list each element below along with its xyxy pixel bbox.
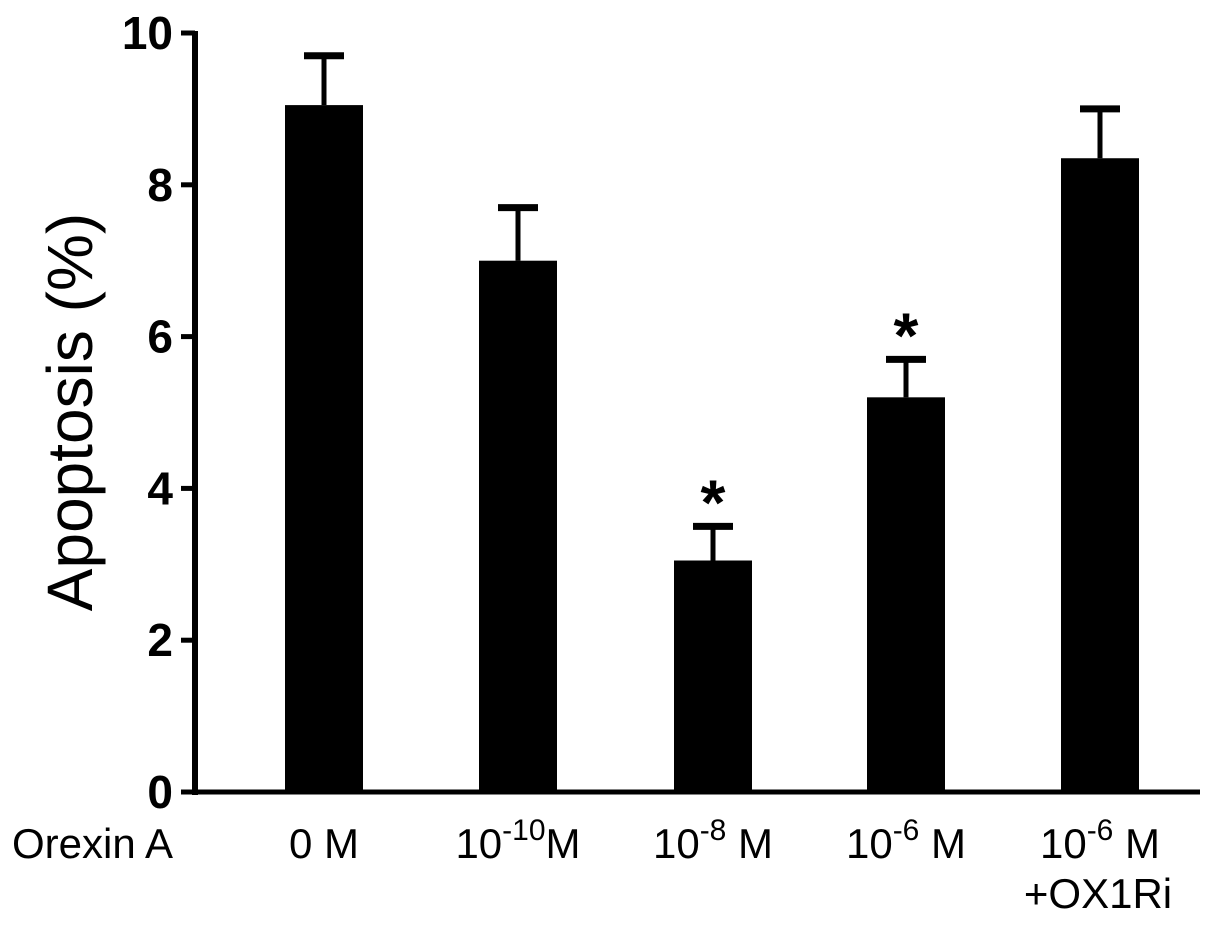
- significance-marker: *: [701, 466, 726, 538]
- category-unit: M: [1113, 820, 1160, 867]
- bars: [285, 105, 1139, 792]
- category-base: 10: [455, 820, 502, 867]
- y-tick-label: 2: [147, 614, 173, 666]
- category-base: 10: [653, 820, 700, 867]
- bar: [285, 105, 363, 792]
- x-category-label: 0 M: [289, 820, 359, 867]
- x-category-label: 10-10M: [455, 814, 580, 867]
- x-category-label: 10-6 M: [846, 814, 966, 867]
- bar: [1061, 158, 1139, 792]
- x-prefix-label: Orexin A: [12, 820, 173, 867]
- category-unit: M: [919, 820, 966, 867]
- category-unit: M: [726, 820, 773, 867]
- category-base: 10: [1040, 820, 1087, 867]
- significance-marker: *: [894, 299, 919, 371]
- y-ticks: 0 2 4 6 8 10: [122, 7, 195, 818]
- x-category-label: 10-6 M: [1040, 814, 1160, 867]
- category-exponent: -10: [502, 814, 545, 847]
- y-tick-label: 8: [147, 159, 173, 211]
- category-base: 0 M: [289, 820, 359, 867]
- y-tick-label: 6: [147, 311, 173, 363]
- y-tick-label: 10: [122, 7, 173, 59]
- category-exponent: -8: [700, 814, 727, 847]
- bar: [479, 261, 557, 792]
- y-axis-label: Apoptosis (%): [34, 213, 106, 611]
- x-category-label-line2: +OX1Ri: [1024, 870, 1172, 917]
- bar: [674, 561, 752, 792]
- category-exponent: -6: [893, 814, 920, 847]
- x-category-label: 10-8 M: [653, 814, 773, 867]
- category-base: 10: [846, 820, 893, 867]
- bar: [867, 397, 945, 792]
- y-tick-label: 4: [147, 462, 173, 514]
- y-tick-label: 0: [147, 766, 173, 818]
- category-exponent: -6: [1087, 814, 1114, 847]
- category-unit: M: [546, 820, 581, 867]
- x-category-labels: 0 M 10-10M 10-8 M 10-6 M 10-6 M+OX1Ri: [289, 814, 1172, 917]
